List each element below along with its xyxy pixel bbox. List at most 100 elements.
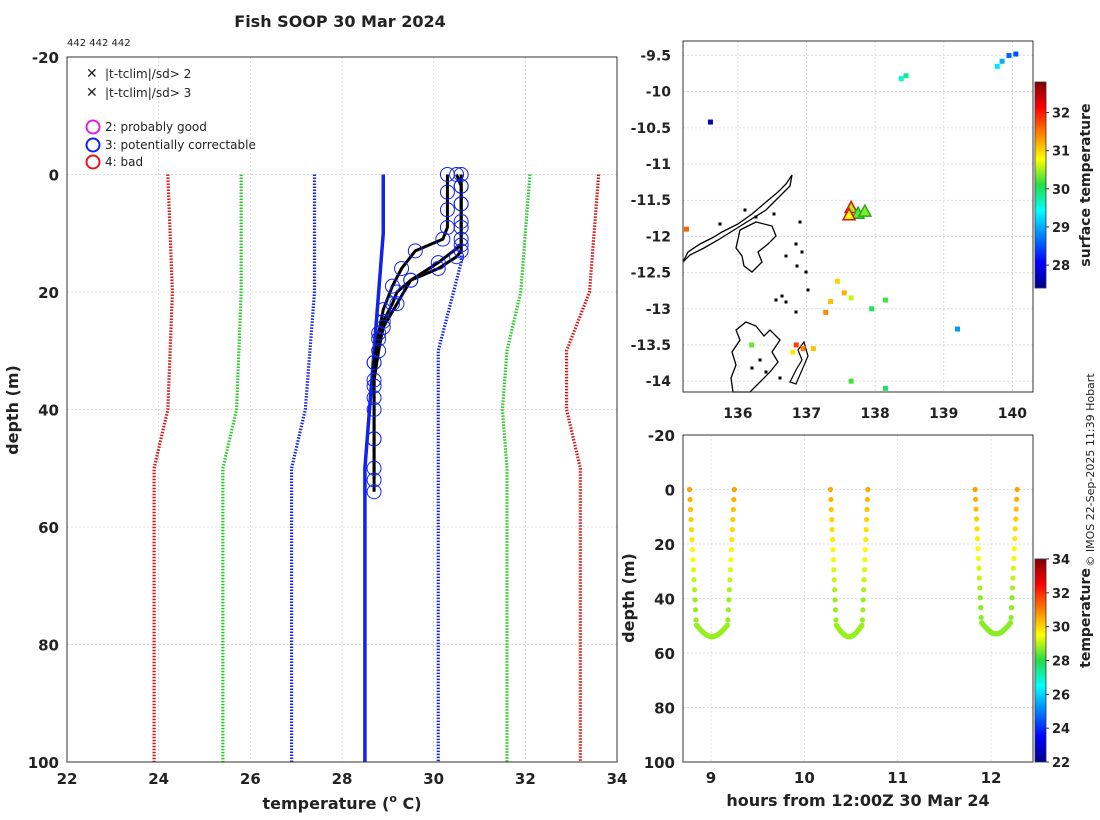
- surface-temp-point: [790, 349, 796, 355]
- cast-temperature-point: [976, 575, 982, 581]
- climatology-line: [289, 174, 317, 762]
- flag-circle-marker: [403, 272, 419, 288]
- island-dot: [800, 250, 804, 254]
- surface-colorbar-tick-label: 30: [1052, 183, 1070, 198]
- figure-title: Fish SOOP 30 Mar 2024: [234, 12, 445, 31]
- legend-entry-2sd: ✕ |t-tclim|/sd> 2: [86, 66, 191, 82]
- legend-label-potentially-correctable: 3: potentially correctable: [105, 138, 256, 152]
- island-dot: [794, 242, 798, 246]
- time-x-tick-label: 12: [981, 769, 1002, 787]
- time-y-tick-label: 100: [644, 754, 675, 772]
- time-depth-gridlines: [683, 434, 1033, 763]
- cast-temperature-point: [862, 547, 868, 553]
- time-y-tick-label: 0: [665, 482, 675, 500]
- flag-circle-marker: [366, 372, 382, 388]
- y-tick-label: 20: [38, 284, 59, 302]
- temperature-colorbar-tick-label: 24: [1052, 722, 1070, 737]
- green-x-marker-icon: ✕: [86, 66, 98, 82]
- cast-temperature-point: [727, 567, 733, 573]
- watermark: © IMOS 22-Sep-2025 11:39 Hobart: [1084, 373, 1097, 567]
- surface-temp-point: [800, 346, 806, 352]
- platform-codes: 442 442 442: [67, 38, 131, 49]
- surface-temp-point: [898, 76, 904, 82]
- observed-profiles: [366, 167, 469, 500]
- y-tick-label: 80: [38, 637, 59, 655]
- island-dot: [780, 294, 784, 298]
- cast-temperature-point: [687, 496, 693, 503]
- cast-temperature-point: [865, 486, 871, 493]
- time-depth-points: [686, 486, 1020, 640]
- cast-temperature-point: [972, 486, 978, 493]
- island-dot: [743, 208, 747, 212]
- cast-temperature-point: [977, 595, 983, 601]
- time-depth-x-axis-label: hours from 12:00Z 30 Mar 24: [726, 791, 989, 810]
- cast-temperature-point: [690, 567, 697, 573]
- cast-temperature-point: [1008, 614, 1014, 621]
- surface-temperature-colorbar-bar: [1034, 81, 1047, 289]
- cast-temperature-point: [859, 617, 866, 623]
- surface-colorbar-tick-label: 28: [1052, 259, 1070, 274]
- flagged-triangle-marker: [857, 203, 873, 217]
- surface-temp-point: [707, 119, 713, 125]
- flag-circle-marker: [366, 402, 382, 417]
- cast-temperature-point: [860, 597, 866, 603]
- flag-circle-marker: [430, 255, 446, 271]
- temperature-colorbar-tick-label: 22: [1052, 756, 1070, 771]
- map-y-tick-label: -10: [646, 85, 672, 101]
- temperature-colorbar-tick-label: 26: [1052, 688, 1070, 703]
- map-y-tick-label: -11: [646, 157, 671, 173]
- climatology-line: [221, 174, 243, 762]
- map-y-tick-label: -14: [646, 374, 672, 390]
- island-dot: [784, 254, 788, 258]
- red-x-marker-icon: ✕: [86, 85, 98, 101]
- cast-temperature-point: [829, 516, 835, 523]
- flag-circle-marker: [384, 278, 400, 294]
- cast-temperature-point: [692, 597, 698, 603]
- legend-label-2sd: |t-tclim|/sd> 2: [105, 67, 191, 81]
- cast-temperature-point: [725, 607, 731, 613]
- surface-temp-point: [882, 385, 888, 391]
- flag-circle-marker: [453, 178, 469, 194]
- cast-temperature-point: [687, 506, 694, 513]
- legend-entry-probably-good: 2: probably good: [85, 119, 207, 135]
- island-dot: [795, 264, 799, 268]
- legend-label-probably-good: 2: probably good: [105, 120, 207, 134]
- cast-temperature-point: [860, 607, 866, 613]
- time-y-tick-label: 20: [654, 536, 675, 554]
- flag-circle-marker: [366, 355, 382, 370]
- legend: ✕ |t-tclim|/sd> 2 ✕ |t-tclim|/sd> 3 2: p…: [85, 66, 256, 170]
- cast-temperature-point: [726, 587, 732, 593]
- cast-temperature-point: [863, 527, 869, 533]
- profile-y-axis-label: depth (m): [3, 365, 22, 455]
- x-tick-label: 30: [423, 770, 444, 788]
- legend-entry-bad: 4: bad: [85, 154, 143, 170]
- cast-temperature-point: [827, 486, 834, 493]
- y-tick-label: 60: [38, 519, 59, 537]
- cast-temperature-point: [829, 527, 835, 533]
- surface-temp-point: [994, 63, 1000, 69]
- cast-temperature-point: [724, 622, 730, 628]
- surface-temp-point: [841, 290, 847, 296]
- coastline: [682, 174, 809, 393]
- cast-temperature-point: [1011, 545, 1017, 552]
- cast-temperature-point: [1009, 595, 1015, 601]
- x-tick-label: 34: [607, 770, 628, 788]
- surface-colorbar-tick-label: 32: [1052, 107, 1070, 122]
- time-y-tick-label: -20: [648, 427, 675, 445]
- cast-temperature-point: [691, 577, 697, 583]
- time-y-tick-label: 80: [654, 700, 675, 718]
- time-x-tick-label: 11: [887, 769, 908, 787]
- time-y-tick-label: 40: [654, 591, 675, 609]
- island-dot: [758, 358, 762, 362]
- temperature-colorbar-tick-label: 34: [1052, 553, 1070, 568]
- island-dot: [750, 366, 754, 370]
- cast-temperature-point: [1013, 516, 1019, 522]
- flag-circle-marker: [371, 331, 387, 347]
- island-dot: [754, 215, 758, 219]
- flag-circle-marker: [453, 243, 469, 259]
- cast-temperature-point: [689, 547, 696, 553]
- time-depth-plot-frame: [682, 434, 1034, 763]
- cast-temperature-point: [686, 486, 693, 493]
- flagged-triangle-marker: [841, 207, 857, 221]
